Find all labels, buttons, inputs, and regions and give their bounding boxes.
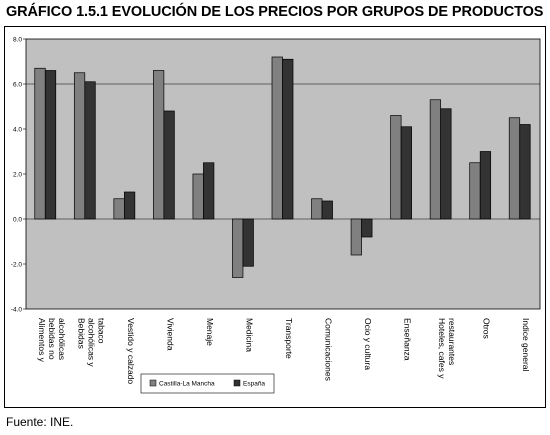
source-note: Fuente: INE.: [6, 415, 74, 429]
category-label: Alimentos y bebidas no alcohólicas: [37, 318, 67, 363]
category-label-line: restaurantes: [447, 318, 457, 365]
category-label-line: Indice general: [521, 318, 531, 372]
legend-label-2: España: [243, 381, 265, 388]
chart-title: GRÁFICO 1.5.1 EVOLUCIÓN DE LOS PRECIOS P…: [6, 4, 544, 20]
y-tick-label: 8.0: [13, 36, 22, 43]
y-tick-label: 4.0: [13, 126, 22, 133]
category-label-line: Transporte: [284, 318, 294, 359]
bar-series-2-cat-13: [519, 124, 531, 220]
bar-series-1-cat-8: [311, 198, 323, 220]
legend-swatch-1: [149, 379, 157, 387]
category-label: Bebidas alcohólicas y tabaco: [76, 318, 106, 367]
bar-series-2-cat-11: [440, 108, 452, 220]
category-label-line: Medicina: [244, 318, 254, 352]
bar-series-2-cat-4: [163, 110, 175, 220]
bar-series-2-cat-1: [44, 70, 57, 220]
y-tick-label: 2.0: [13, 171, 22, 178]
category-label: Vivienda: [165, 318, 175, 351]
bar-series-1-cat-2: [73, 72, 86, 220]
category-label-line: Vivienda: [165, 318, 175, 351]
bar-series-1-cat-10: [390, 115, 402, 220]
bar-series-2-cat-10: [400, 126, 412, 220]
legend-label-1: Castilla-La Mancha: [159, 381, 215, 388]
bar-series-1-cat-6: [232, 218, 244, 278]
y-tick-label: -4.0: [11, 306, 23, 313]
category-label: Transporte: [284, 318, 294, 359]
bar-series-1-cat-13: [508, 117, 521, 220]
bar-series-2-cat-6: [242, 218, 254, 267]
category-label: Enseñanza: [403, 318, 413, 361]
category-label-line: Otros: [482, 318, 492, 339]
category-label-line: alcohólicas y: [86, 318, 96, 367]
bar-series-1-cat-4: [153, 70, 165, 220]
y-tick-label: 0.0: [13, 216, 22, 223]
category-label-line: Hoteles, cafes y: [437, 318, 447, 379]
bar-series-2-cat-7: [282, 58, 294, 220]
bar-series-1-cat-5: [192, 173, 204, 220]
category-label: Vestido y calzado: [126, 318, 136, 384]
bar-chart: 8.0 6.0 4.0 2.0 0.0 -2.0 -4.0 Alimentos y bebida…: [11, 36, 541, 394]
category-label-line: Comunicaciones: [324, 318, 334, 381]
category-label-line: Bebidas: [76, 318, 86, 349]
bar-series-2-cat-9: [361, 218, 373, 238]
bar-series-2-cat-5: [203, 162, 215, 220]
category-label-line: Enseñanza: [403, 318, 413, 361]
bar-series-1-cat-1: [34, 67, 46, 220]
category-label-line: tabaco: [96, 318, 106, 344]
bar-series-1-cat-7: [271, 56, 283, 220]
category-label-line: Alimentos y: [37, 318, 47, 363]
category-label: Otros: [482, 318, 492, 339]
y-tick-label: 6.0: [13, 81, 22, 88]
category-label: Menaje: [205, 318, 215, 346]
category-label: Comunicaciones: [324, 318, 334, 381]
category-label-line: Ocio y cultura: [363, 318, 373, 370]
bar-series-1-cat-11: [429, 99, 442, 220]
legend-swatch-2: [233, 379, 241, 387]
category-label: Hoteles, cafes y restaurantes: [437, 318, 457, 379]
bar-series-1-cat-12: [469, 162, 481, 220]
category-label: Indice general: [521, 318, 531, 372]
category-label: Ocio y cultura: [363, 318, 373, 370]
bar-series-2-cat-2: [84, 81, 96, 220]
category-label-line: Menaje: [205, 318, 215, 346]
category-label-line: bebidas no: [47, 318, 57, 360]
y-tick-label: -2.0: [11, 261, 23, 268]
bar-series-2-cat-3: [123, 191, 136, 220]
bar-series-1-cat-9: [350, 218, 362, 256]
category-label: Medicina: [244, 318, 254, 352]
legend-box: [140, 373, 275, 394]
bar-series-2-cat-12: [479, 151, 492, 220]
category-label-line: alcohólicas: [57, 318, 67, 360]
bar-series-2-cat-8: [321, 200, 333, 220]
bar-series-1-cat-3: [113, 198, 125, 220]
category-label-line: Vestido y calzado: [126, 318, 136, 384]
